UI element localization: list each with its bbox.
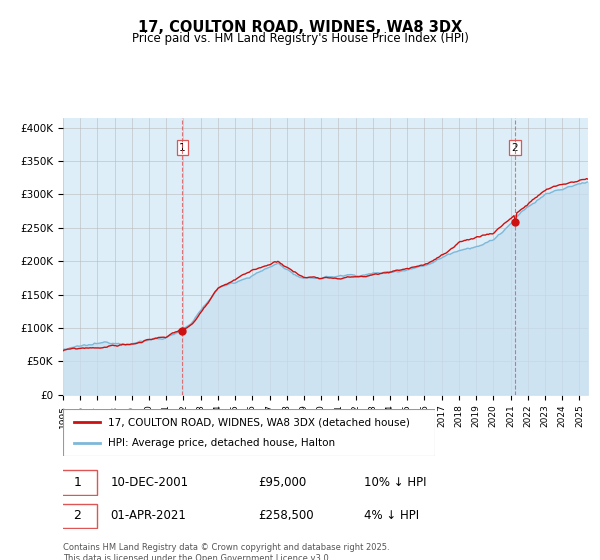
Text: 10% ↓ HPI: 10% ↓ HPI (364, 475, 427, 489)
Text: Price paid vs. HM Land Registry's House Price Index (HPI): Price paid vs. HM Land Registry's House … (131, 32, 469, 45)
Text: 1: 1 (73, 475, 81, 489)
Text: £258,500: £258,500 (259, 509, 314, 522)
FancyBboxPatch shape (63, 409, 435, 456)
Text: Contains HM Land Registry data © Crown copyright and database right 2025.
This d: Contains HM Land Registry data © Crown c… (63, 543, 389, 560)
Text: 10-DEC-2001: 10-DEC-2001 (110, 475, 188, 489)
FancyBboxPatch shape (58, 470, 97, 494)
Text: 17, COULTON ROAD, WIDNES, WA8 3DX (detached house): 17, COULTON ROAD, WIDNES, WA8 3DX (detac… (107, 417, 410, 427)
Text: 2: 2 (512, 143, 518, 153)
FancyBboxPatch shape (58, 504, 97, 528)
Text: HPI: Average price, detached house, Halton: HPI: Average price, detached house, Halt… (107, 438, 335, 448)
Text: 2: 2 (73, 509, 81, 522)
Text: 17, COULTON ROAD, WIDNES, WA8 3DX: 17, COULTON ROAD, WIDNES, WA8 3DX (138, 20, 462, 35)
Text: £95,000: £95,000 (259, 475, 307, 489)
Text: 4% ↓ HPI: 4% ↓ HPI (364, 509, 419, 522)
Text: 01-APR-2021: 01-APR-2021 (110, 509, 187, 522)
Text: 1: 1 (179, 143, 186, 153)
